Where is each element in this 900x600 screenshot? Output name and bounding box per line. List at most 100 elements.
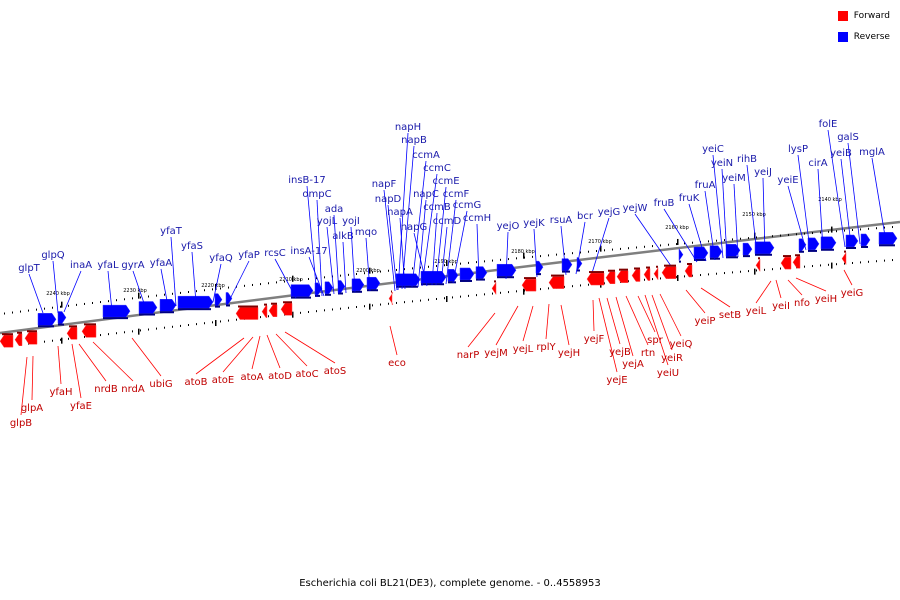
reverse-gene-shadow bbox=[743, 255, 750, 258]
reverse-gene-label: yejW bbox=[623, 203, 648, 214]
tick-mark-bottom bbox=[220, 320, 221, 323]
reverse-leader-line bbox=[688, 203, 707, 262]
reverse-gene-shadow bbox=[315, 294, 320, 297]
reverse-gene-shadow bbox=[879, 244, 895, 247]
reverse-gene-arrow bbox=[693, 246, 709, 260]
tick-mark-top bbox=[420, 266, 421, 269]
forward-gene-shadow bbox=[664, 264, 676, 267]
tick-mark-bottom bbox=[468, 294, 469, 297]
forward-gene-label: eco bbox=[388, 358, 406, 369]
reverse-gene-label: ccmC bbox=[423, 163, 451, 174]
genome-caption: Escherichia coli BL21(DE3), complete gen… bbox=[299, 578, 601, 589]
forward-gene-label: nrdA bbox=[121, 384, 145, 395]
reverse-gene-shadow bbox=[103, 317, 128, 320]
tick-mark-bottom bbox=[164, 326, 165, 329]
forward-leader-line bbox=[467, 312, 496, 348]
legend-item-reverse: Reverse bbox=[837, 30, 890, 44]
tick-mark-bottom bbox=[460, 295, 461, 298]
forward-leader-line bbox=[644, 294, 669, 366]
tick-mark-top bbox=[724, 239, 725, 242]
forward-gene-shadow bbox=[283, 301, 292, 304]
reverse-gene-label: yfaT bbox=[160, 226, 183, 237]
tick-mark-top bbox=[164, 293, 165, 296]
reverse-gene-label: folE bbox=[819, 119, 838, 130]
tick-mark-top bbox=[444, 264, 445, 267]
tick-mark-top bbox=[372, 271, 373, 274]
forward-gene-arrow bbox=[388, 292, 394, 305]
forward-leader-line bbox=[787, 279, 803, 296]
tick-mark-bottom bbox=[60, 338, 61, 341]
reverse-gene-shadow bbox=[726, 256, 738, 259]
reverse-leader-line bbox=[797, 154, 811, 251]
forward-leader-line bbox=[222, 336, 254, 373]
reverse-leader-line bbox=[712, 154, 724, 259]
tick-mark-bottom bbox=[588, 283, 589, 286]
forward-leader-line bbox=[92, 341, 134, 382]
reverse-gene-shadow bbox=[178, 308, 211, 311]
forward-leader-line bbox=[615, 296, 634, 357]
forward-gene-shadow bbox=[646, 266, 650, 269]
forward-gene-arrow bbox=[643, 268, 651, 281]
reverse-gene-shadow bbox=[325, 293, 331, 296]
tick-mark-bottom bbox=[156, 327, 157, 330]
tick-mark-bottom bbox=[492, 292, 493, 295]
reverse-gene-arrow bbox=[459, 267, 475, 281]
tick-mark-top bbox=[820, 231, 821, 234]
reverse-leader-line bbox=[350, 226, 356, 293]
forward-leader-line bbox=[522, 305, 534, 342]
tick-mark-top bbox=[612, 248, 613, 251]
major-tick-top bbox=[831, 226, 833, 233]
tick-mark-bottom bbox=[412, 300, 413, 303]
tick-mark-bottom bbox=[420, 299, 421, 302]
tick-mark-top bbox=[68, 304, 69, 307]
reverse-leader-line bbox=[107, 270, 113, 312]
tick-mark-bottom bbox=[324, 309, 325, 312]
tick-mark-top bbox=[716, 239, 717, 242]
reverse-gene-shadow bbox=[367, 289, 378, 292]
major-tick-bottom bbox=[215, 320, 217, 327]
tick-mark-bottom bbox=[820, 264, 821, 267]
reverse-gene-label: yfaQ bbox=[209, 253, 233, 264]
tick-mark-bottom bbox=[332, 308, 333, 311]
tick-mark-top bbox=[204, 289, 205, 292]
reverse-gene-label: inaA bbox=[70, 260, 92, 271]
reverse-gene-shadow bbox=[338, 292, 343, 295]
tick-mark-bottom bbox=[692, 274, 693, 277]
tick-mark-top bbox=[188, 291, 189, 294]
reverse-gene-shadow bbox=[421, 283, 444, 286]
reverse-leader-line bbox=[132, 270, 147, 310]
reverse-gene-shadow bbox=[808, 249, 817, 252]
reverse-leader-line bbox=[591, 217, 610, 274]
forward-leader-line bbox=[651, 294, 673, 351]
forward-gene-shadow bbox=[589, 271, 604, 274]
tick-mark-bottom bbox=[580, 284, 581, 287]
tick-mark-top bbox=[532, 255, 533, 258]
tick-mark-top bbox=[260, 283, 261, 286]
reverse-leader-line bbox=[399, 217, 406, 290]
kbp-marker-label: 2190 kbp bbox=[434, 259, 458, 265]
tick-mark-bottom bbox=[300, 311, 301, 314]
tick-mark-top bbox=[660, 244, 661, 247]
reverse-leader-line bbox=[575, 221, 586, 275]
tick-mark-top bbox=[356, 273, 357, 276]
major-tick-bottom bbox=[523, 288, 525, 295]
forward-gene-arrow bbox=[235, 307, 259, 320]
forward-gene-shadow bbox=[17, 331, 22, 334]
reverse-gene-arrow bbox=[177, 295, 214, 309]
reverse-gene-arrow bbox=[845, 234, 859, 248]
reverse-gene-label: napG bbox=[401, 222, 428, 233]
forward-gene-arrow bbox=[491, 281, 497, 296]
forward-gene-label: atoS bbox=[324, 366, 347, 377]
tick-mark-top bbox=[884, 226, 885, 229]
forward-gene-label: yeiL bbox=[746, 306, 767, 317]
tick-mark-bottom bbox=[140, 329, 141, 332]
forward-gene-label: atoA bbox=[240, 372, 263, 383]
forward-gene-label: yejF bbox=[584, 334, 605, 345]
tick-mark-bottom bbox=[892, 259, 893, 262]
tick-mark-bottom bbox=[708, 273, 709, 276]
reverse-gene-arrow bbox=[709, 245, 723, 258]
tick-mark-bottom bbox=[116, 332, 117, 335]
tick-mark-top bbox=[796, 233, 797, 236]
reverse-leader-line bbox=[170, 236, 177, 307]
reverse-gene-shadow bbox=[448, 281, 456, 284]
